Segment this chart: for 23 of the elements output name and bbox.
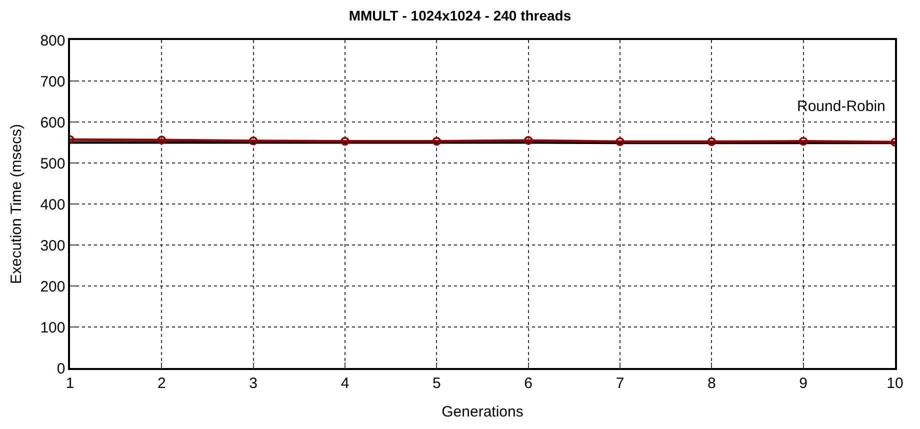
x-tick-label: 1: [66, 374, 74, 392]
y-tick-label: 200: [40, 278, 66, 296]
x-tick-label: 4: [340, 374, 350, 392]
x-tick-label: 2: [158, 374, 166, 392]
annotation: Round-Robin: [797, 98, 886, 115]
y-tick-label: 100: [40, 319, 66, 336]
chart-title: MMULT - 1024x1024 - 240 threads: [348, 8, 572, 24]
y-tick-label: 600: [40, 114, 66, 132]
x-axis-title: Generations: [442, 403, 524, 420]
x-tick-label: 3: [249, 374, 258, 392]
x-tick-label: 10: [886, 374, 904, 392]
y-axis-title: Execution Time (msecs): [8, 124, 25, 284]
x-tick-label: 5: [432, 374, 441, 392]
y-tick-label: 500: [40, 155, 66, 172]
y-tick-label: 400: [40, 196, 66, 214]
x-tick-label: 6: [524, 374, 532, 392]
y-tick-label: 700: [40, 73, 66, 90]
x-tick-label: 7: [616, 374, 624, 392]
y-tick-label: 800: [40, 32, 66, 50]
y-tick-label: 300: [40, 237, 66, 254]
x-tick-label: 9: [799, 374, 808, 392]
y-tick-label: 0: [56, 360, 66, 378]
x-tick-label: 8: [708, 374, 716, 392]
